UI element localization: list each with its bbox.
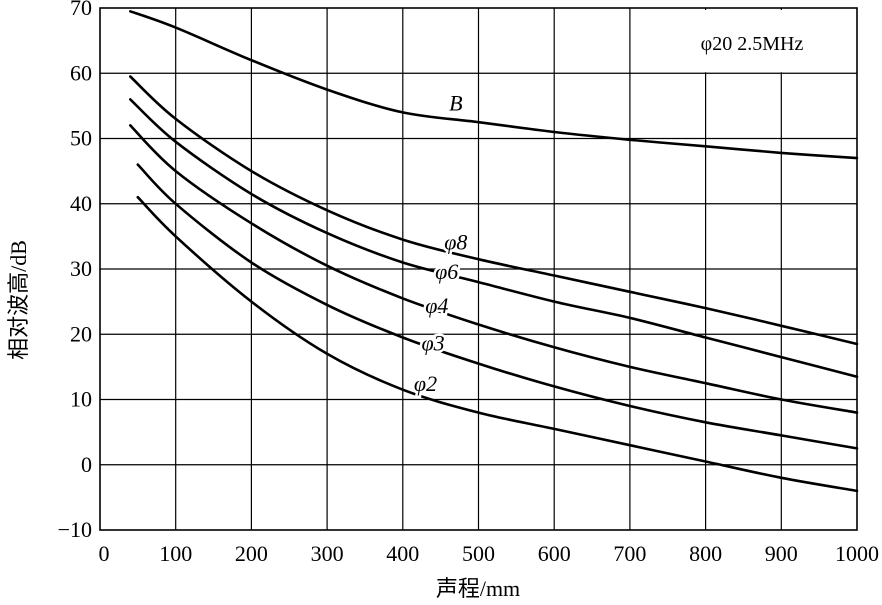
series-line-5 (136, 195, 859, 493)
x-tick-label: 300 (311, 541, 344, 566)
x-tick-label: 200 (235, 541, 268, 566)
curve-label: φ3 (421, 331, 444, 356)
x-tick-label: 1000 (835, 541, 879, 566)
curve-label: φ8 (444, 230, 467, 255)
y-axis-title: 相对波高/dB (6, 240, 31, 360)
series-line-4 (136, 163, 859, 450)
y-tick-label: 50 (70, 126, 92, 151)
series-line-2 (129, 98, 859, 378)
x-tick-label: 500 (462, 541, 495, 566)
plot-frame (99, 7, 858, 531)
curves (129, 10, 859, 493)
y-tick-labels: 70 60 50 40 30 20 10 0 −10 (58, 0, 92, 542)
x-tick-label: 400 (386, 541, 419, 566)
curve-label: B (449, 91, 462, 116)
y-tick-label: 30 (70, 256, 92, 281)
y-tick-label: 20 (70, 321, 92, 346)
y-tick-label: 10 (70, 387, 92, 412)
x-tick-label: 800 (689, 541, 722, 566)
x-tick-label: 100 (159, 541, 192, 566)
series-line-3 (129, 124, 859, 414)
series-line-0 (129, 10, 859, 160)
grid (100, 8, 857, 530)
curve-label: φ2 (414, 371, 437, 396)
x-axis-title: 声程/mm (436, 576, 520, 601)
y-tick-label: 70 (70, 0, 92, 20)
y-tick-label: 0 (81, 452, 92, 477)
series-line-1 (129, 75, 859, 346)
x-tick-label: 0 (99, 541, 110, 566)
x-tick-label: 600 (538, 541, 571, 566)
probe-annotation: φ20 2.5MHz (701, 33, 804, 55)
y-tick-label: −10 (58, 517, 92, 542)
y-tick-label: 60 (70, 60, 92, 85)
x-tick-labels: 0 100 200 300 400 500 600 700 800 900 1000 (99, 541, 880, 566)
annotation-background (646, 10, 855, 73)
curve-label: φ6 (435, 259, 458, 284)
x-tick-label: 700 (613, 541, 646, 566)
curve-label: φ4 (425, 293, 448, 318)
y-tick-label: 40 (70, 191, 92, 216)
x-tick-label: 900 (765, 541, 798, 566)
curve-labels: Bφ8 φ6 φ4 φ3 φ2 (411, 88, 469, 399)
